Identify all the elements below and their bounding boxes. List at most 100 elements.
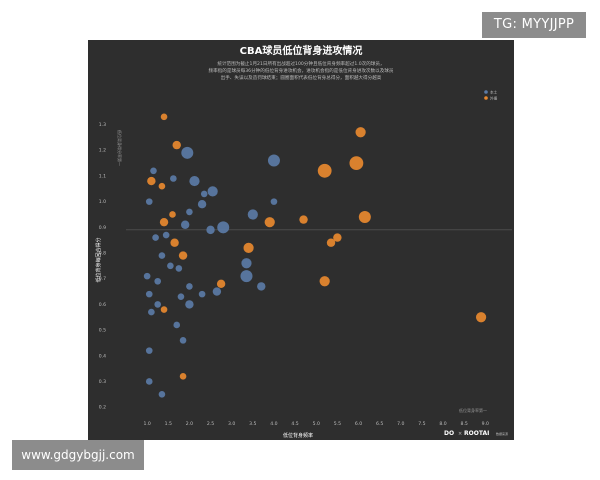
watermark-top-right: TG: MYYJJPP [482,12,586,38]
point-local [180,220,190,229]
x-tick-label: 3.5 [249,421,256,427]
y-tick-label: 0.7 [99,276,106,282]
scatter-points [143,113,487,398]
x-tick-label: 6.0 [355,421,362,427]
point-foreign [169,211,176,218]
point-foreign [158,182,166,190]
y-tick-label: 0.3 [99,379,106,385]
y-tick-label: 0.6 [99,302,106,308]
y-tick-label: 0.8 [99,251,106,257]
brand-right: ROOTAI [464,430,489,437]
subtitle-line: 统计范围为截止1月21日所有出战超过100分钟且低位背身频率超过1.0次的球员， [217,60,384,67]
point-local [162,231,170,239]
point-local [197,199,207,209]
point-local [186,208,193,216]
x-tick-label: 7.0 [397,421,404,427]
x-tick-label: 1.5 [165,421,172,427]
chart-title: CBA球员低位背身进攻情况 [240,44,363,57]
brand-separator: × [458,431,462,437]
point-foreign [179,373,187,380]
point-local [167,262,174,270]
x-tick-label: 4.5 [291,421,298,427]
point-foreign [355,127,366,138]
point-foreign [160,113,168,121]
subtitle-line: 频率指的是球员每36分钟的低位背身进攻机会，进攻机会指的是低位背身进攻次数以及球… [208,67,393,74]
legend-marker [484,96,488,100]
point-foreign [216,279,226,289]
y-tick-label: 0.5 [99,328,106,334]
y-axis-label: 低位背身每回合得分 [95,237,102,282]
x-tick-labels: 1.0 1.5 2.0 2.5 3.0 3.5 4.0 4.5 5.0 5.5 6.0 6.5 7.0 7… [143,421,489,427]
y-tick-label: 1.2 [99,148,106,154]
point-local [241,258,252,269]
point-local [270,198,278,205]
point-foreign [349,156,364,170]
x-tick-label: 5.5 [334,421,341,427]
legend-label: 本土 [490,90,498,95]
point-local [240,270,253,283]
point-foreign [243,242,254,253]
point-foreign [299,215,308,224]
point-foreign [358,211,371,224]
y-tick-label: 1.1 [99,173,106,179]
y-tick-label: 0.4 [99,353,106,359]
point-local [150,167,157,175]
point-foreign [475,312,487,323]
legend-marker [484,90,488,94]
point-local [145,290,153,298]
point-local [257,282,266,291]
chart-subtitle: 统计范围为截止1月21日所有出战超过100分钟且低位背身频率超过1.0次的球员，… [208,60,393,81]
x-tick-label: 5.0 [313,421,320,427]
point-foreign [147,176,156,186]
y-tick-label: 1.3 [99,122,106,128]
point-local [247,209,258,220]
watermark-bottom-left: www.gdgybgjj.com [12,440,144,470]
x-axis-label: 低位背身频率 [283,432,313,439]
point-foreign [317,163,332,178]
point-local [267,154,280,167]
brand-left: DO [444,430,454,437]
point-local [207,186,218,197]
point-local [189,175,200,187]
quadrant-x-label: 低位背身率第一 [459,407,487,413]
brand-sub: 数据来源 [496,431,508,436]
legend-label: 外援 [490,96,498,101]
point-local [145,378,153,385]
subtitle-line: 出手、失误以及造罚球结束；圆圈面积代表低位背身总得分，面积越大得分越高 [221,74,382,81]
y-tick-label: 0.9 [99,225,106,231]
x-tick-label: 1.0 [143,421,150,427]
x-tick-label: 8.5 [461,421,468,427]
x-tick-label: 6.5 [376,421,383,427]
point-local [217,221,230,234]
y-tick-labels: 0.2 0.3 0.4 0.5 0.6 0.7 0.8 0.9 1.0 1.1 1.2 1.3 [99,122,106,411]
point-foreign [333,233,342,242]
x-tick-label: 8.0 [439,421,446,427]
point-foreign [319,276,330,287]
point-local [145,198,153,205]
point-foreign [159,217,169,227]
point-foreign [172,140,181,150]
point-local [158,252,166,259]
point-local [148,308,155,316]
x-tick-label: 3.0 [228,421,235,427]
y-tick-label: 0.2 [99,405,106,411]
point-local [175,265,183,272]
x-tick-label: 9.0 [482,421,489,427]
point-local [154,301,162,308]
point-local [173,321,181,329]
point-foreign [264,217,275,228]
x-tick-label: 2.5 [207,421,214,427]
point-local [212,287,222,296]
point-local [186,283,193,290]
point-local [206,225,215,235]
point-local [145,347,153,354]
point-local [154,277,162,285]
y-tick-label: 1.0 [99,199,106,205]
quadrant-y-label: 低位背身得分率第一 [117,130,123,166]
point-local [177,293,185,300]
point-foreign [160,306,168,313]
x-tick-label: 4.0 [270,421,277,427]
point-local [181,146,194,159]
x-tick-label: 2.0 [186,421,193,427]
